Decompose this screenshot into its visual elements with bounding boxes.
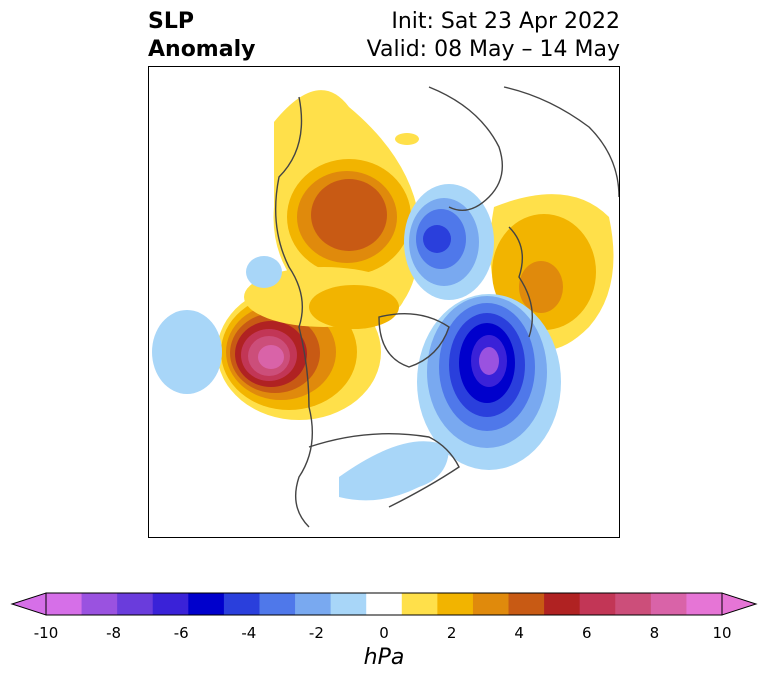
colorbar-bin bbox=[615, 593, 652, 615]
coastlines bbox=[275, 86, 619, 528]
colorbar-tick: 10 bbox=[712, 624, 732, 642]
colorbar-bin bbox=[46, 593, 83, 615]
colorbar-extend-min bbox=[10, 592, 47, 616]
colorbar-unit: hPa bbox=[363, 645, 405, 670]
anomaly-map bbox=[152, 86, 619, 528]
colorbar-bin bbox=[152, 593, 189, 615]
colorbar-bin bbox=[686, 593, 723, 615]
init-date: Init: Sat 23 Apr 2022 bbox=[391, 9, 620, 34]
colorbar-bin bbox=[579, 593, 616, 615]
colorbar-tick: 4 bbox=[514, 624, 524, 642]
colorbar-tick: 0 bbox=[379, 624, 389, 642]
colorbar-bin bbox=[437, 593, 474, 615]
anomaly-arctic-low bbox=[404, 184, 494, 300]
colorbar-tick-labels: -10 -8 -6 -4 -2 0 2 4 6 8 10 bbox=[0, 624, 768, 644]
colorbar-bin bbox=[508, 593, 545, 615]
title-line-1: SLP bbox=[148, 9, 194, 34]
title-line-2: Anomaly bbox=[148, 37, 256, 62]
map-title: SLP Anomaly bbox=[148, 8, 255, 64]
colorbar-tick: -4 bbox=[241, 624, 257, 642]
anomaly-greenland-low bbox=[417, 294, 561, 470]
colorbar-bin bbox=[650, 593, 687, 615]
anomaly-eastern-us-low bbox=[152, 133, 449, 501]
date-info: Init: Sat 23 Apr 2022 Valid: 08 May – 14… bbox=[367, 8, 620, 64]
colorbar-bin bbox=[401, 593, 438, 615]
colorbar-bin bbox=[366, 593, 403, 615]
colorbar-graphic bbox=[10, 592, 758, 616]
colorbar-bin bbox=[295, 593, 332, 615]
colorbar-tick: 2 bbox=[446, 624, 457, 642]
colorbar-bin bbox=[472, 593, 510, 615]
colorbar-tick: 8 bbox=[649, 624, 660, 642]
valid-dates: Valid: 08 May – 14 May bbox=[366, 37, 620, 62]
colorbar-tick: -10 bbox=[33, 624, 59, 642]
colorbar-bin bbox=[259, 593, 296, 615]
colorbar-tick: -8 bbox=[106, 624, 122, 642]
colorbar-bin bbox=[117, 593, 154, 615]
colorbar-extend-max bbox=[721, 592, 758, 616]
colorbar-tick: 6 bbox=[582, 624, 592, 642]
colorbar-bin bbox=[223, 593, 260, 615]
colorbar-tick: -2 bbox=[308, 624, 324, 642]
map-panel bbox=[148, 66, 620, 538]
colorbar-bin bbox=[188, 593, 225, 615]
colorbar-bin bbox=[330, 593, 367, 615]
colorbar-outline bbox=[45, 592, 723, 616]
colorbar-tick: -6 bbox=[173, 624, 189, 642]
colorbar bbox=[0, 580, 768, 684]
colorbar-bin bbox=[544, 593, 581, 615]
colorbar-bin bbox=[81, 593, 118, 615]
anomaly-siberia-high bbox=[244, 90, 420, 329]
